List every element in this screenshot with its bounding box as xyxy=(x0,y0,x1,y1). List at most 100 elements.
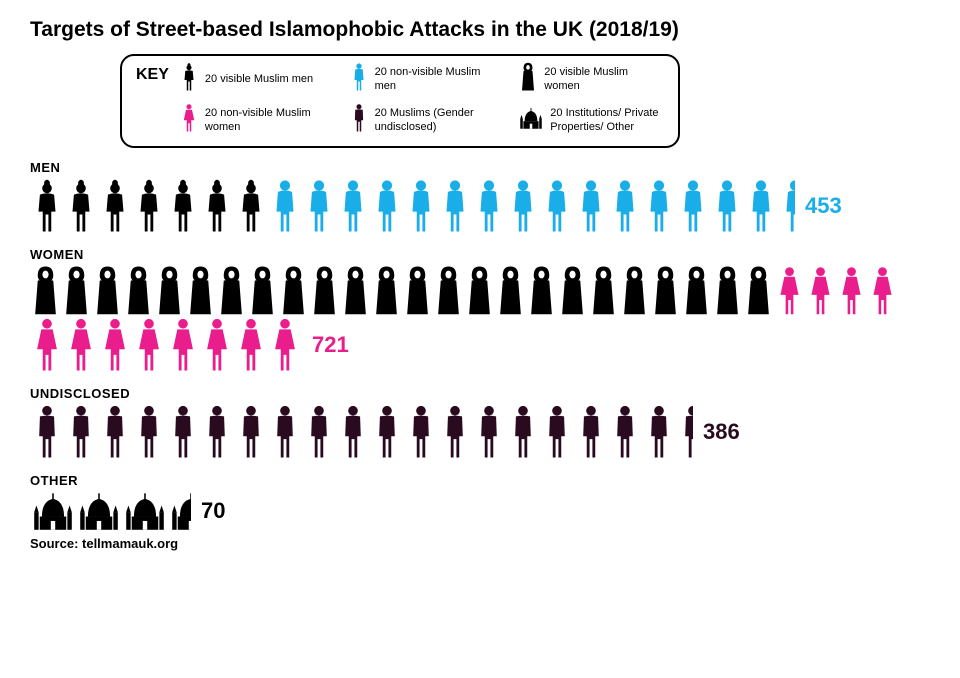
viswomen-icon xyxy=(278,264,309,318)
section-other-label: OTHER xyxy=(30,473,930,488)
mosque-icon xyxy=(518,106,544,135)
man-icon xyxy=(574,177,608,235)
vismen-icon xyxy=(132,177,166,235)
source-text: Source: tellmamauk.org xyxy=(30,536,930,551)
legend-item-label: 20 visible Muslim women xyxy=(544,66,664,92)
section-other: OTHER 70 xyxy=(30,473,930,532)
legend-item-label: 20 Muslims (Gender undisclosed) xyxy=(375,107,495,133)
undis-icon xyxy=(234,403,268,461)
viswomen-icon xyxy=(92,264,123,318)
woman-icon xyxy=(774,264,805,318)
section-women: WOMEN 721 xyxy=(30,247,930,374)
vismen-icon xyxy=(98,177,132,235)
count-label: 386 xyxy=(703,419,740,445)
other-row: 70 xyxy=(30,490,930,532)
page-title: Targets of Street-based Islamophobic Att… xyxy=(30,18,930,42)
viswomen-icon xyxy=(371,264,402,318)
man-icon xyxy=(268,177,302,235)
undis-icon xyxy=(370,403,404,461)
viswomen-icon xyxy=(154,264,185,318)
viswomen-icon xyxy=(650,264,681,318)
woman-icon xyxy=(30,316,64,374)
woman-icon xyxy=(200,316,234,374)
woman-icon xyxy=(836,264,867,318)
undis-icon xyxy=(200,403,234,461)
undis-icon xyxy=(472,403,506,461)
viswomen-icon xyxy=(247,264,278,318)
viswomen-icon xyxy=(588,264,619,318)
undis-icon xyxy=(132,403,166,461)
undis-icon xyxy=(642,403,676,461)
man-icon xyxy=(438,177,472,235)
man-icon xyxy=(642,177,676,235)
vismen-icon xyxy=(179,62,199,97)
legend-item: 20 Institutions/ Private Properties/ Oth… xyxy=(518,103,664,138)
undis-icon xyxy=(166,403,200,461)
undis-icon xyxy=(404,403,438,461)
viswomen-icon xyxy=(526,264,557,318)
undisclosed-row: 386 xyxy=(30,403,930,461)
undis-icon xyxy=(98,403,132,461)
man-icon xyxy=(302,177,336,235)
section-women-label: WOMEN xyxy=(30,247,930,262)
woman-icon xyxy=(132,316,166,374)
legend-item: 20 Muslims (Gender undisclosed) xyxy=(349,103,495,138)
viswomen-icon xyxy=(309,264,340,318)
man-icon xyxy=(370,177,404,235)
viswomen-icon xyxy=(495,264,526,318)
vismen-icon xyxy=(30,177,64,235)
section-men: MEN 453 xyxy=(30,160,930,235)
undis-icon xyxy=(64,403,98,461)
undis-icon xyxy=(302,403,336,461)
undis-icon xyxy=(336,403,370,461)
viswomen-icon xyxy=(185,264,216,318)
viswomen-icon xyxy=(712,264,743,318)
vismen-icon xyxy=(200,177,234,235)
viswomen-icon xyxy=(619,264,650,318)
women-row1 xyxy=(30,264,930,318)
legend-item: 20 non-visible Muslim men xyxy=(349,62,495,97)
undis-icon xyxy=(574,403,608,461)
undis-icon xyxy=(506,403,540,461)
legend-item: 20 non-visible Muslim women xyxy=(179,103,325,138)
undis-icon xyxy=(608,403,642,461)
legend-item-label: 20 visible Muslim men xyxy=(205,73,313,86)
legend-item-label: 20 non-visible Muslim women xyxy=(205,107,325,133)
women-row2: 721 xyxy=(30,316,930,374)
legend-item-label: 20 non-visible Muslim men xyxy=(375,66,495,92)
undis-icon xyxy=(268,403,302,461)
woman-icon xyxy=(268,316,302,374)
legend-item-label: 20 Institutions/ Private Properties/ Oth… xyxy=(550,107,664,133)
section-undisclosed-label: UNDISCLOSED xyxy=(30,386,930,401)
legend-box: KEY 20 visible Muslim men 20 non-visible … xyxy=(120,54,680,148)
mosque-icon xyxy=(168,490,191,532)
mosque-icon xyxy=(122,490,168,532)
legend-items: 20 visible Muslim men 20 non-visible Musl… xyxy=(179,62,664,138)
viswomen-icon xyxy=(557,264,588,318)
woman-icon xyxy=(98,316,132,374)
woman-icon xyxy=(867,264,898,318)
legend-label: KEY xyxy=(136,62,169,84)
viswomen-icon xyxy=(464,264,495,318)
undis-icon xyxy=(438,403,472,461)
woman-icon xyxy=(234,316,268,374)
viswomen-icon xyxy=(402,264,433,318)
viswomen-icon xyxy=(216,264,247,318)
viswomen-icon xyxy=(433,264,464,318)
man-icon xyxy=(778,177,795,235)
man-icon xyxy=(506,177,540,235)
count-label: 453 xyxy=(805,193,842,219)
mosque-icon xyxy=(30,490,76,532)
viswomen-icon xyxy=(340,264,371,318)
viswomen-icon xyxy=(61,264,92,318)
viswomen-icon xyxy=(123,264,154,318)
man-icon xyxy=(744,177,778,235)
count-label: 70 xyxy=(201,498,225,524)
man-icon xyxy=(676,177,710,235)
woman-icon xyxy=(179,103,199,138)
man-icon xyxy=(404,177,438,235)
undis-icon xyxy=(540,403,574,461)
woman-icon xyxy=(166,316,200,374)
legend-item: 20 visible Muslim men xyxy=(179,62,325,97)
viswomen-icon xyxy=(30,264,61,318)
